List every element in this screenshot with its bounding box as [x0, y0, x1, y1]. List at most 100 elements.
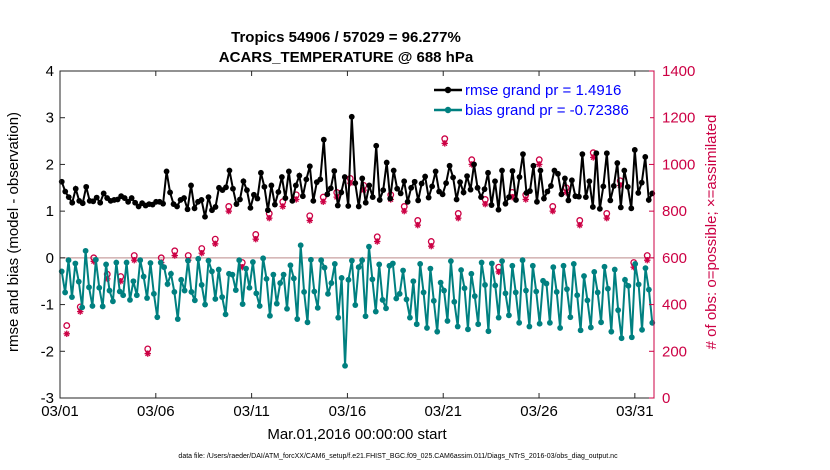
bias-point — [304, 319, 311, 326]
bias-point — [308, 256, 314, 263]
bias-point — [635, 281, 642, 288]
rmse-point — [121, 195, 128, 201]
rmse-point — [415, 197, 422, 204]
plot-area — [60, 71, 654, 398]
rmse-point — [397, 190, 404, 197]
bias-point — [444, 318, 451, 324]
y-right-tick-label: 1200 — [662, 110, 695, 127]
bias-point — [348, 257, 355, 264]
rmse-point — [90, 198, 97, 205]
rmse-point — [446, 162, 453, 169]
rmse-point — [265, 207, 271, 214]
bias-point — [608, 328, 615, 335]
bias-point — [523, 287, 529, 294]
rmse-point — [184, 206, 191, 213]
rmse-point — [306, 163, 313, 170]
y-right-tick-label: 200 — [662, 343, 687, 360]
bias-point — [492, 282, 499, 289]
bias-point — [147, 260, 154, 266]
bias-point — [161, 264, 168, 271]
rmse-point — [600, 183, 607, 190]
bias-point — [533, 288, 540, 295]
obs-assimilated-point — [144, 350, 151, 357]
bias-point — [570, 261, 577, 267]
bias-point — [123, 259, 130, 266]
bias-point — [232, 287, 239, 293]
obs-assimilated-point — [441, 140, 448, 147]
bias-point — [601, 263, 608, 270]
rmse-point — [373, 142, 380, 149]
bias-point — [96, 284, 103, 291]
y-left-tick-label: 3 — [46, 110, 54, 127]
rmse-point — [251, 191, 257, 198]
rmse-point — [617, 204, 624, 211]
rmse-point — [198, 197, 205, 203]
rmse-point — [338, 189, 345, 196]
rmse-point — [582, 194, 589, 201]
obs-assimilated-point — [644, 256, 651, 264]
rmse-point — [362, 199, 369, 206]
rmse-point — [226, 167, 233, 174]
rmse-point — [62, 188, 69, 195]
rmse-point — [642, 154, 649, 160]
rmse-point — [502, 200, 509, 207]
rmse-point — [467, 186, 474, 193]
bias-point — [120, 292, 127, 299]
rmse-point — [471, 161, 477, 168]
rmse-point — [282, 195, 289, 201]
bias-point — [181, 287, 188, 294]
rmse-point — [296, 172, 303, 179]
bias-point — [598, 319, 604, 326]
rmse-point — [478, 194, 484, 201]
bias-point — [311, 288, 318, 295]
bias-point — [222, 311, 229, 318]
bias-point — [113, 259, 120, 266]
rmse-point — [380, 187, 387, 194]
bias-point — [366, 243, 372, 250]
rmse-point — [537, 167, 544, 174]
rmse-point — [292, 182, 299, 189]
rmse-point — [565, 197, 572, 204]
bias-point — [154, 314, 161, 321]
rmse-point — [614, 160, 621, 166]
rmse-point — [520, 151, 526, 158]
bias-point — [75, 278, 82, 285]
bias-point — [294, 316, 301, 322]
rmse-point — [341, 174, 348, 180]
bias-point — [144, 295, 150, 301]
x-tick-label: 03/01 — [41, 403, 79, 420]
bias-point — [171, 289, 178, 295]
rmse-point — [303, 176, 310, 183]
bias-point — [434, 328, 441, 335]
rmse-point — [457, 179, 463, 186]
bias-point — [509, 262, 516, 269]
rmse-point — [586, 178, 593, 185]
chart-title-line2: ACARS_TEMPERATURE @ 688 hPa — [219, 49, 474, 66]
bias-point — [174, 316, 181, 322]
obs-assimilated-point — [576, 221, 583, 229]
rmse-point — [464, 173, 470, 180]
bias-point — [150, 290, 157, 297]
rmse-series — [58, 113, 656, 220]
obs-possible-point — [63, 322, 71, 330]
bias-point — [209, 268, 215, 275]
obs-assimilated-point — [266, 214, 273, 222]
obs-assimilated-point — [306, 217, 313, 224]
rmse-point — [160, 200, 166, 207]
y-axis-right: 0 200 400 600 800 1000 1200 1400 — [649, 63, 695, 407]
rmse-point — [181, 195, 187, 201]
bias-point — [219, 294, 226, 300]
bias-point — [622, 276, 628, 283]
rmse-point — [174, 203, 180, 210]
bias-point — [137, 257, 144, 264]
bias-point — [359, 257, 366, 264]
rmse-point — [603, 150, 610, 157]
x-tick-label: 03/21 — [424, 403, 462, 420]
rmse-point — [558, 191, 565, 198]
bias-point — [526, 323, 533, 330]
rmse-point — [359, 175, 366, 182]
rmse-point — [310, 197, 317, 204]
rmse-point — [69, 199, 76, 206]
rmse-point — [408, 184, 415, 191]
rmse-point — [439, 191, 446, 198]
